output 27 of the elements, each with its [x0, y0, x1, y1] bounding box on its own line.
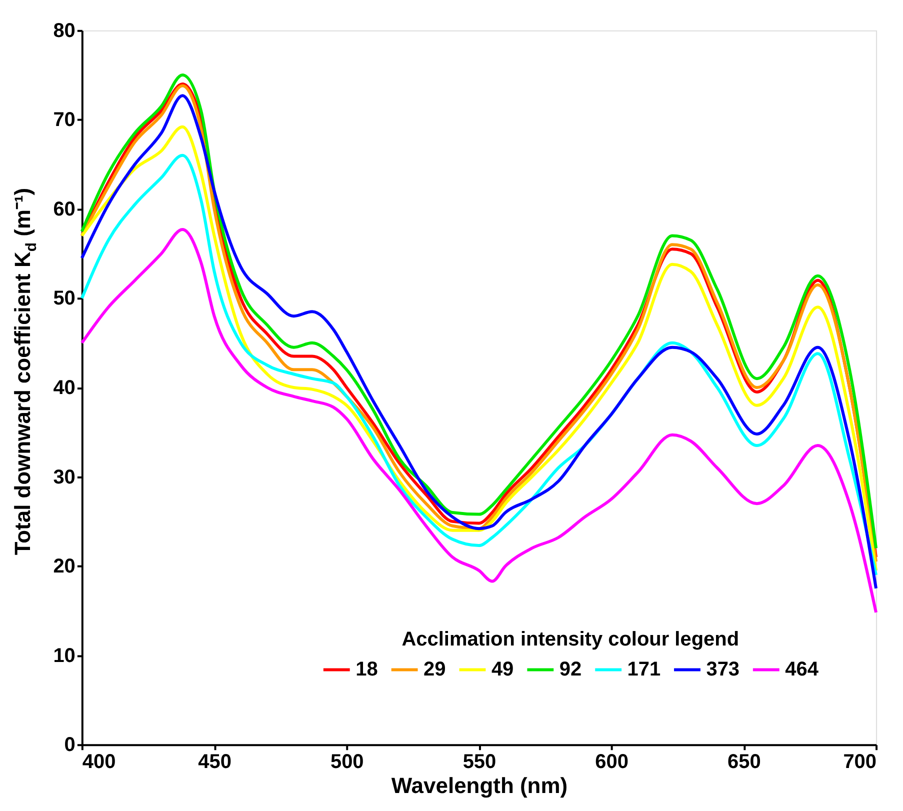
- x-tick-label: 650: [728, 751, 761, 774]
- y-tick-label: 80: [53, 20, 76, 42]
- legend-label: 171: [627, 658, 661, 681]
- x-axis-title: Wavelength (nm): [391, 773, 568, 798]
- y-tick-label: 50: [53, 288, 76, 310]
- x-tick-label: 400: [82, 751, 116, 774]
- y-tick-label: 30: [53, 466, 76, 488]
- legend-label: 18: [356, 658, 378, 681]
- y-tick-label: 0: [64, 734, 76, 756]
- x-tick-label: 550: [462, 751, 496, 774]
- legend-label: 29: [424, 658, 446, 681]
- x-tick-label: 450: [198, 751, 232, 774]
- y-tick-label: 10: [53, 644, 76, 667]
- y-tick-label: 20: [53, 556, 76, 578]
- line-series: [80, 228, 878, 614]
- y-tick-label: 40: [53, 377, 76, 400]
- y-tick-label: 60: [53, 198, 76, 220]
- legend-label: 49: [491, 658, 514, 681]
- y-tick-label: 70: [53, 109, 76, 132]
- legend-label: 92: [559, 658, 582, 681]
- x-tick-label: 600: [595, 751, 628, 774]
- legend-label: 373: [706, 658, 740, 681]
- x-tick-label: 500: [330, 751, 364, 774]
- x-tick-label: 700: [843, 751, 877, 774]
- legend-label: 464: [785, 658, 818, 681]
- legend-title: Acclimation intensity colour legend: [402, 628, 740, 651]
- y-axis-title: Total downward coefficient Kd (m⁻¹): [10, 188, 40, 556]
